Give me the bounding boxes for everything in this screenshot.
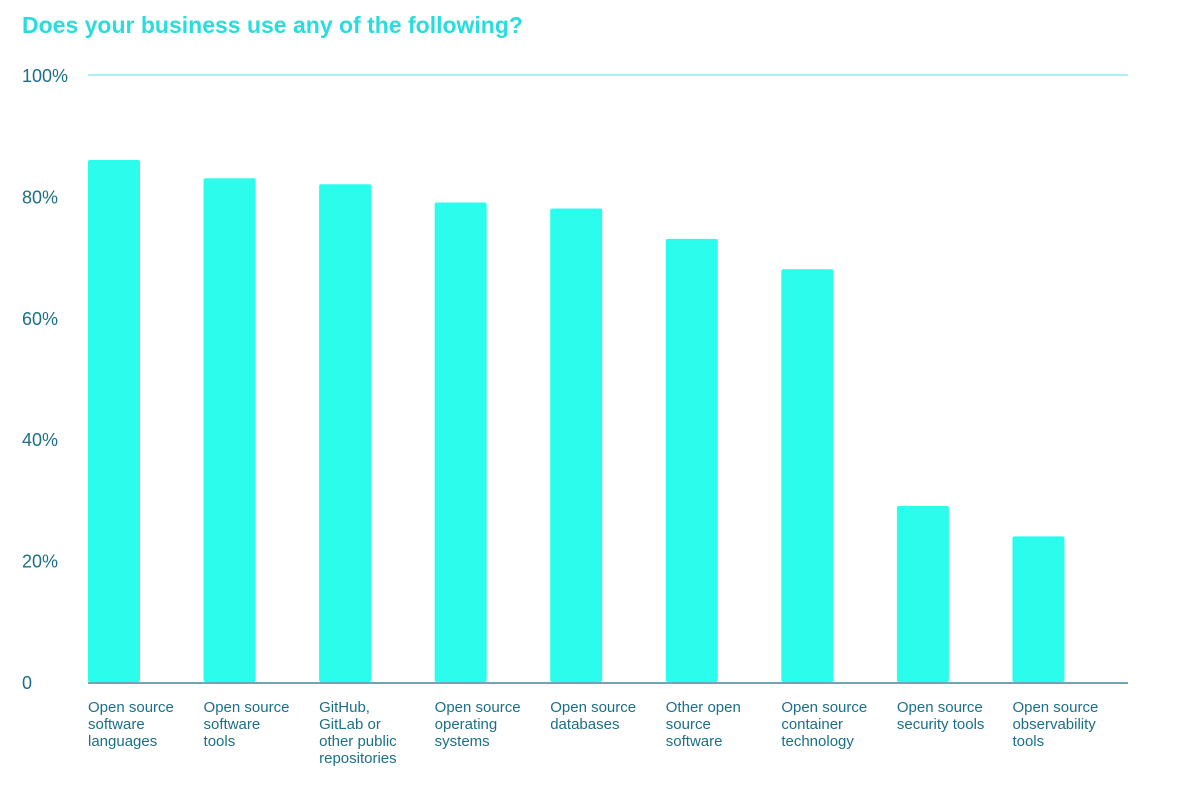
x-category-label: Open source software languages bbox=[88, 699, 174, 750]
x-category-label: Open source observability tools bbox=[1012, 699, 1098, 750]
y-tick-label: 20% bbox=[22, 552, 58, 572]
bar bbox=[203, 178, 256, 682]
bar bbox=[665, 238, 718, 682]
x-category-label: GitHub, GitLab or other public repositories bbox=[319, 699, 397, 767]
bar bbox=[88, 159, 140, 683]
bar bbox=[896, 505, 949, 682]
bar bbox=[550, 208, 603, 683]
y-tick-label: 100% bbox=[22, 66, 68, 86]
x-category-label: Open source operating systems bbox=[435, 699, 521, 750]
x-category-label: Open source container technology bbox=[781, 699, 867, 750]
bar bbox=[781, 269, 834, 682]
bar bbox=[1012, 536, 1065, 682]
y-tick-label: 0 bbox=[22, 673, 32, 693]
bar bbox=[319, 184, 372, 682]
chart-title: Does your business use any of the follow… bbox=[22, 12, 523, 38]
x-category-label: Open source security tools bbox=[897, 699, 985, 733]
y-tick-label: 60% bbox=[22, 309, 58, 329]
x-category-label: Open source databases bbox=[550, 699, 636, 733]
y-tick-label: 80% bbox=[22, 187, 58, 207]
x-category-label: Open source software tools bbox=[204, 699, 290, 750]
x-category-label: Other open source software bbox=[666, 699, 741, 750]
y-tick-label: 40% bbox=[22, 430, 58, 450]
bar bbox=[434, 202, 487, 682]
